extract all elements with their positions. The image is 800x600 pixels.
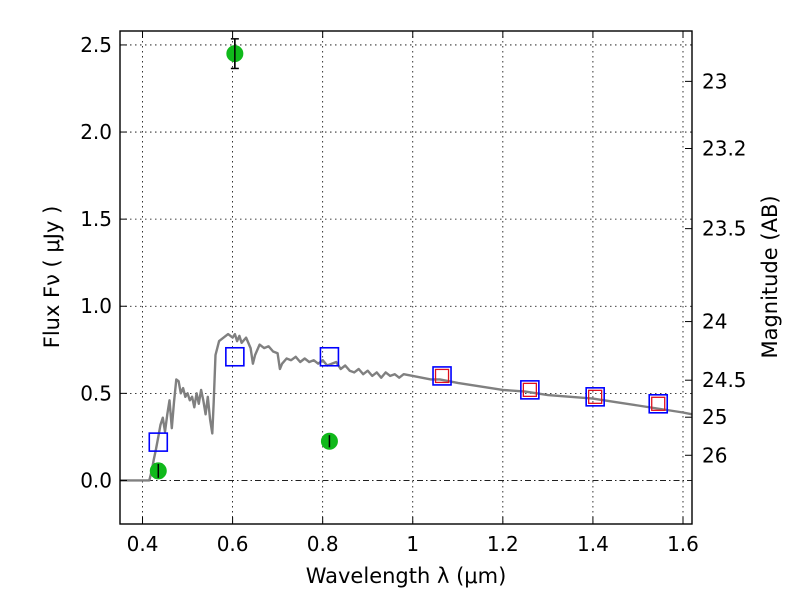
- model-point-blue: [225, 346, 245, 367]
- y-tick-label: 0.5: [80, 381, 112, 405]
- y-tick-label: 2.0: [80, 120, 112, 144]
- right-axis-label: Magnitude (AB): [758, 195, 782, 358]
- x-tick-label: 1.6: [667, 532, 699, 556]
- plot-frame: [119, 30, 693, 525]
- model-point-red: [651, 396, 666, 411]
- axis-ticks: 0.4 0.6 0.8 1 1.2 1.4 1.6 0.0 0.5 1.0 1.5 2.0 2.5 23 2…: [80, 31, 747, 556]
- x-tick-label: 0.8: [307, 532, 339, 556]
- grid-lines: [120, 31, 692, 524]
- x-tick-label: 0.4: [127, 532, 159, 556]
- mag-tick-label: 25: [702, 405, 727, 429]
- mag-tick-label: 23: [702, 69, 727, 93]
- mag-tick-label: 23.5: [702, 217, 747, 241]
- model-point-blue: [648, 393, 669, 414]
- model-point-red: [434, 368, 450, 384]
- x-tick-label: 1.4: [577, 532, 609, 556]
- y-tick-label: 1.5: [80, 207, 112, 231]
- model-point-red: [588, 389, 603, 404]
- mag-tick-label: 24.5: [702, 368, 747, 392]
- model-point-blue: [520, 380, 540, 400]
- y-axis-label: Flux Fν ( μJy ): [40, 206, 64, 349]
- model-point-blue: [148, 432, 169, 452]
- x-axis-label: Wavelength λ (μm): [306, 564, 507, 588]
- x-tick-label: 1: [406, 532, 419, 556]
- y-tick-label: 0.0: [80, 468, 112, 492]
- mag-tick-label: 24: [702, 310, 727, 334]
- x-tick-label: 0.6: [217, 532, 249, 556]
- model-point-blue: [319, 346, 340, 367]
- model-point-blue: [585, 387, 605, 407]
- model-point-red: [522, 382, 538, 398]
- mag-tick-label: 26: [702, 443, 727, 467]
- model-point-blue: [432, 366, 452, 386]
- y-tick-label: 1.0: [80, 294, 112, 318]
- y-tick-label: 2.5: [80, 33, 112, 57]
- model-sed-line: [120, 332, 693, 482]
- mag-tick-label: 23.2: [702, 137, 747, 161]
- data-series: [120, 38, 693, 482]
- x-tick-label: 1.2: [487, 532, 519, 556]
